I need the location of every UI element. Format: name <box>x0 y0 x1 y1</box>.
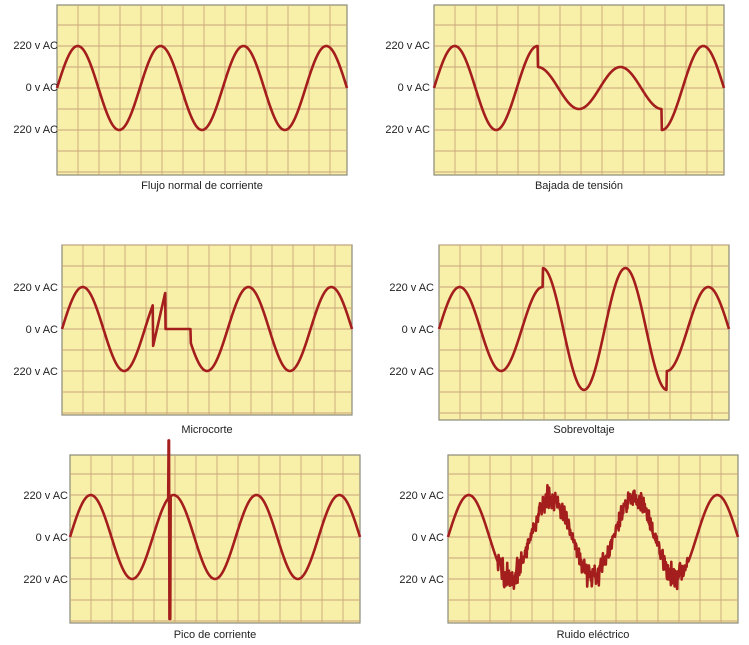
label-zero: 0 v AC <box>397 82 430 94</box>
scope-background <box>433 4 725 176</box>
label-neg-220: 220 v AC <box>13 124 58 136</box>
panel-caption: Ruido eléctrico <box>556 629 630 641</box>
label-zero: 0 v AC <box>25 324 58 336</box>
label-pos-220: 220 v AC <box>13 282 58 294</box>
waveform-spike <box>68 439 362 621</box>
scope-background <box>56 4 348 176</box>
label-neg-220: 220 v AC <box>385 124 430 136</box>
label-pos-220: 220 v AC <box>23 490 68 502</box>
waveform-sag <box>432 44 726 132</box>
scope-background <box>447 454 739 624</box>
label-zero: 0 v AC <box>35 532 68 544</box>
scope-background <box>69 454 361 624</box>
waveform-surge <box>437 266 731 392</box>
oscilloscope-spike <box>68 439 362 624</box>
label-zero: 0 v AC <box>25 82 58 94</box>
oscilloscope-sag <box>432 4 726 176</box>
oscilloscope-noise <box>446 454 740 624</box>
waveform-noise <box>446 483 740 591</box>
panel-caption: Flujo normal de corriente <box>141 180 263 192</box>
oscilloscope-normal <box>55 4 349 176</box>
waveform-normal <box>55 44 349 132</box>
label-zero: 0 v AC <box>411 532 444 544</box>
oscilloscope-surge <box>437 244 731 421</box>
label-pos-220: 220 v AC <box>399 490 444 502</box>
panel-caption: Sobrevoltaje <box>553 424 615 436</box>
oscilloscope-interrupt <box>60 244 354 416</box>
label-neg-220: 220 v AC <box>389 366 434 378</box>
panel-caption: Pico de corriente <box>173 629 257 641</box>
label-pos-220: 220 v AC <box>385 40 430 52</box>
panel-caption: Microcorte <box>181 424 233 436</box>
label-neg-220: 220 v AC <box>23 574 68 586</box>
panel-caption: Bajada de tensión <box>534 180 624 192</box>
label-neg-220: 220 v AC <box>13 366 58 378</box>
label-neg-220: 220 v AC <box>399 574 444 586</box>
label-pos-220: 220 v AC <box>13 40 58 52</box>
waveform-interrupt <box>60 285 354 373</box>
scope-background <box>438 244 730 421</box>
label-zero: 0 v AC <box>401 324 434 336</box>
scope-background <box>61 244 353 416</box>
label-pos-220: 220 v AC <box>389 282 434 294</box>
